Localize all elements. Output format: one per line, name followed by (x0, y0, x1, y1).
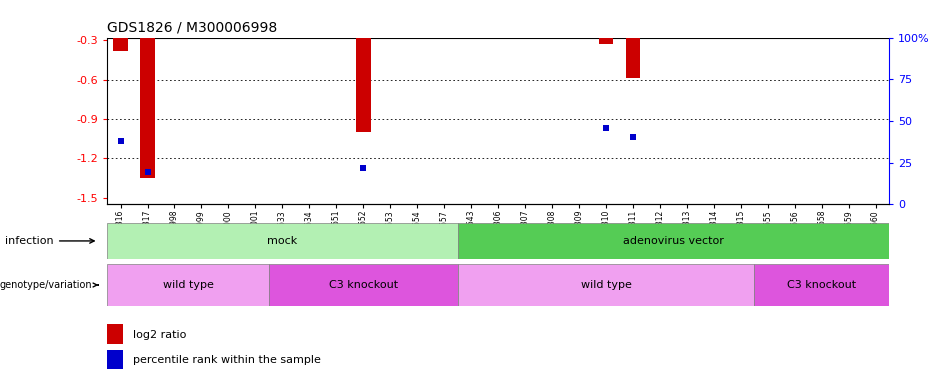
Text: log2 ratio: log2 ratio (132, 330, 186, 339)
Bar (114, 38, 128, 51)
Bar (269, 264, 458, 306)
Bar (107, 350, 123, 369)
Text: adenovirus vector: adenovirus vector (623, 236, 723, 246)
Bar (599, 38, 614, 44)
Text: percentile rank within the sample: percentile rank within the sample (132, 355, 320, 365)
Bar (107, 264, 269, 306)
Bar (458, 264, 754, 306)
Text: GDS1826 / M300006998: GDS1826 / M300006998 (107, 21, 277, 35)
Bar (107, 223, 458, 259)
Text: C3 knockout: C3 knockout (329, 280, 398, 290)
Bar (754, 264, 889, 306)
Text: wild type: wild type (581, 280, 631, 290)
Text: mock: mock (267, 236, 298, 246)
Bar (107, 324, 123, 344)
Text: C3 knockout: C3 knockout (787, 280, 857, 290)
Text: wild type: wild type (163, 280, 213, 290)
Bar (458, 223, 889, 259)
Bar (356, 38, 371, 132)
Bar (140, 38, 155, 178)
Bar (626, 38, 641, 78)
Text: genotype/variation: genotype/variation (0, 280, 98, 290)
Text: infection: infection (6, 236, 94, 246)
